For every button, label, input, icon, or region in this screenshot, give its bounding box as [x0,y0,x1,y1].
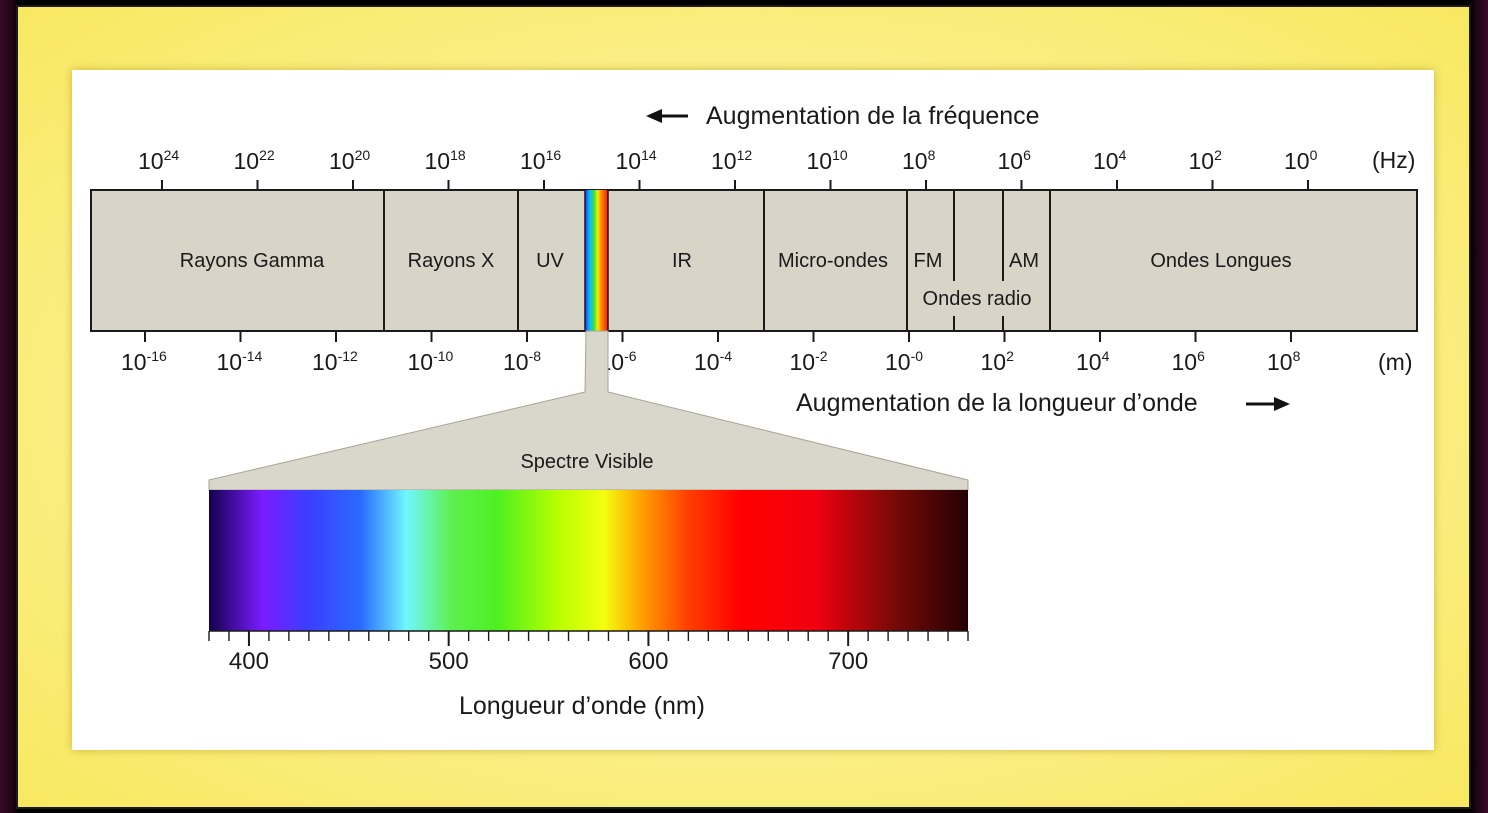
wavelength-title-text: Augmentation de la longueur d’onde [796,389,1198,417]
visible-tick-label: 600 [628,648,668,675]
frequency-title: Augmentation de la fréquence [646,102,1040,130]
wavelength-tick-label: 10-16 [121,348,167,375]
frequency-title-text: Augmentation de la fréquence [706,102,1040,130]
wavelength-tick-label: 10-2 [790,348,828,375]
frequency-axis: 1024 1022 1020 1018 1016 1014 1012 1010 108 106 10… [138,147,1318,190]
frequency-tick-label: 1014 [616,147,657,174]
band-gamma: Rayons Gamma [180,250,325,272]
visible-tick-label: 500 [429,648,469,675]
diagram-panel [72,70,1434,750]
wavelength-tick-label: 10-0 [885,348,923,375]
frequency-tick-label: 100 [1284,147,1318,174]
frequency-tick-label: 1016 [520,147,561,174]
visible-tick-label: 400 [229,648,269,675]
wavelength-tick-label: 10-12 [312,348,358,375]
band-am: AM [1009,250,1039,272]
frequency-tick-label: 108 [902,147,936,174]
band-long-waves: Ondes Longues [1150,250,1291,272]
wavelength-tick-label: 106 [1172,348,1206,375]
wavelength-tick-label: 104 [1076,348,1110,375]
wavelength-axis: 10-16 10-14 10-12 10-10 10-8 10-6 10-4 10-2 10-0… [121,331,1301,375]
frequency-tick-label: 1020 [329,147,370,174]
visible-tick-label: 700 [828,648,868,675]
spectrum-bar: Rayons Gamma Rayons X UV IR Micro-ondes … [90,189,1418,332]
band-xray: Rayons X [408,250,495,272]
spectrum-bar-background [90,189,1418,332]
wavelength-title: Augmentation de la longueur d’onde [796,389,1290,417]
frequency-tick-label: 1012 [711,147,752,174]
band-ir: IR [672,250,692,272]
wavelength-tick-label: 108 [1267,348,1301,375]
visible-band-strip [585,190,608,331]
frequency-tick-label: 1010 [807,147,848,174]
visible-spectrum-title: Spectre Visible [520,451,653,473]
visible-axis-label: Longueur d’onde (nm) [459,692,705,720]
wavelength-tick-label: 102 [981,348,1015,375]
wavelength-tick-label: 10-10 [408,348,454,375]
wavelength-tick-label: 10-4 [694,348,732,375]
visible-spectrum-axis: 400 500 600 700 [208,631,969,675]
frequency-tick-label: 104 [1093,147,1127,174]
band-fm: FM [914,250,943,272]
frequency-tick-label: 1024 [138,147,179,174]
wavelength-tick-label: 10-14 [217,348,263,375]
wavelength-tick-label: 10-8 [503,348,541,375]
band-uv: UV [536,250,564,272]
band-microwave: Micro-ondes [778,250,888,272]
visible-spectrum-gradient [209,490,968,631]
frequency-unit: (Hz) [1372,147,1415,173]
frequency-tick-label: 106 [998,147,1032,174]
band-radio: Ondes radio [923,288,1032,310]
frequency-tick-label: 1018 [425,147,466,174]
wavelength-unit: (m) [1378,349,1412,375]
frequency-tick-label: 102 [1189,147,1223,174]
frequency-tick-label: 1022 [234,147,275,174]
